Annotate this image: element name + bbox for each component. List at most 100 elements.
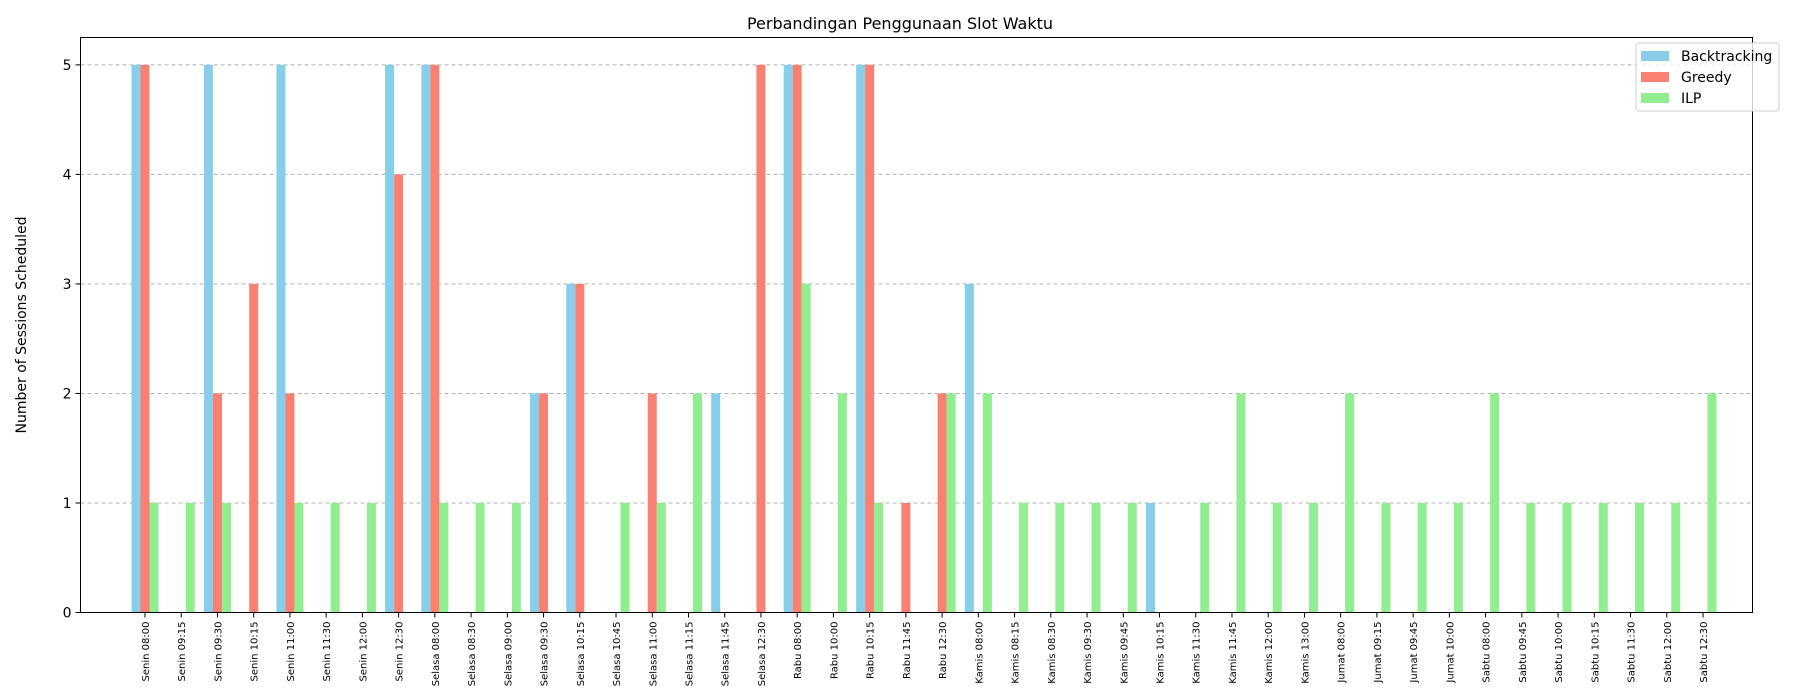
legend-label: ILP xyxy=(1681,91,1701,107)
x-tick-label: Senin 10:15 xyxy=(250,622,261,682)
bar-greedy xyxy=(285,393,295,613)
bar-greedy xyxy=(575,283,585,613)
y-axis-label: Number of Sessions Scheduled xyxy=(14,216,30,433)
bar-ilp xyxy=(1091,502,1101,613)
legend-swatch xyxy=(1641,51,1669,61)
bar-ilp xyxy=(874,502,884,613)
bar-ilp xyxy=(1707,393,1717,613)
x-tick-label: Kamis 08:30 xyxy=(1047,622,1058,684)
x-tick-label: Selasa 08:30 xyxy=(467,622,478,687)
x-tick-label: Senin 09:15 xyxy=(177,622,188,682)
bar-ilp xyxy=(1598,502,1608,613)
x-tick-label: Jumat 08:00 xyxy=(1337,622,1348,684)
bar-ilp xyxy=(1236,393,1246,613)
x-tick-label: Rabu 10:15 xyxy=(866,622,877,680)
bar-ilp xyxy=(1453,502,1463,613)
y-tick-label: 4 xyxy=(63,167,72,183)
y-tick-label: 2 xyxy=(63,386,72,402)
bar-greedy xyxy=(430,64,440,613)
legend-box xyxy=(1635,42,1780,112)
bar-ilp xyxy=(692,393,702,613)
x-tick-label: Selasa 11:00 xyxy=(648,622,659,687)
x-tick-label: Sabtu 08:00 xyxy=(1482,622,1493,683)
x-tick-label: Kamis 09:30 xyxy=(1083,622,1094,684)
y-tick-label: 0 xyxy=(63,606,72,622)
x-tick-label: Selasa 08:00 xyxy=(431,622,442,687)
bar-backtracking xyxy=(566,283,576,613)
x-tick-label: Selasa 09:30 xyxy=(540,622,551,687)
bar-greedy xyxy=(937,393,947,613)
x-tick-label: Selasa 11:15 xyxy=(684,622,695,687)
x-tick-label: Selasa 12:30 xyxy=(757,622,768,687)
legend-label: Greedy xyxy=(1681,70,1732,86)
y-tick-label: 3 xyxy=(63,277,72,293)
bar-ilp xyxy=(294,502,304,613)
bar-ilp xyxy=(1490,393,1500,613)
x-tick-label: Selasa 10:45 xyxy=(612,622,623,687)
bar-ilp xyxy=(1200,502,1210,613)
x-tick-label: Senin 08:00 xyxy=(141,622,152,682)
x-tick-label: Kamis 10:15 xyxy=(1156,622,1167,684)
bar-backtracking xyxy=(203,64,213,613)
bar-greedy xyxy=(756,64,766,613)
bar-greedy xyxy=(792,64,802,613)
x-tick-label: Jumat 09:45 xyxy=(1409,622,1420,684)
x-tick-label: Kamis 09:45 xyxy=(1119,622,1130,684)
x-tick-label: Senin 11:00 xyxy=(286,622,297,682)
x-tick-label: Rabu 08:00 xyxy=(793,622,804,680)
bar-backtracking xyxy=(131,64,141,613)
bar-ilp xyxy=(185,502,195,613)
x-tick-label: Selasa 09:00 xyxy=(503,622,514,687)
gridlines xyxy=(80,64,1753,504)
x-tick-label: Selasa 10:15 xyxy=(576,622,587,687)
y-tick-label: 5 xyxy=(63,58,72,74)
bar-greedy xyxy=(901,502,911,613)
bar-backtracking xyxy=(530,393,540,613)
bar-backtracking xyxy=(1146,502,1156,613)
bar-ilp xyxy=(656,502,666,613)
bar-ilp xyxy=(801,283,811,613)
legend-label: Backtracking xyxy=(1681,49,1772,65)
x-tick-label: Sabtu 10:00 xyxy=(1554,622,1565,683)
bar-greedy xyxy=(249,283,259,613)
x-tick-label: Senin 12:00 xyxy=(358,622,369,682)
x-tick-label: Sabtu 12:30 xyxy=(1699,622,1710,683)
bar-ilp xyxy=(837,393,847,613)
x-tick-label: Rabu 11:45 xyxy=(902,622,913,680)
bar-ilp xyxy=(1345,393,1355,613)
x-tick-label: Senin 09:30 xyxy=(213,622,224,682)
x-tick-label: Kamis 11:30 xyxy=(1192,622,1203,684)
x-tick-label: Kamis 12:00 xyxy=(1264,622,1275,684)
bar-greedy xyxy=(394,174,404,613)
plot-frame xyxy=(80,37,1753,613)
bar-backtracking xyxy=(783,64,793,613)
x-tick-label: Sabtu 09:45 xyxy=(1518,622,1529,683)
bar-backtracking xyxy=(711,393,721,613)
y-axis: 0 1 2 3 4 5 xyxy=(63,58,81,622)
bar-greedy xyxy=(140,64,150,613)
bar-ilp xyxy=(1272,502,1282,613)
bar-ilp xyxy=(1308,502,1318,613)
y-tick-label: 1 xyxy=(63,496,72,512)
bar-backtracking xyxy=(421,64,431,613)
bar-ilp xyxy=(946,393,956,613)
bar-ilp xyxy=(1127,502,1137,613)
x-tick-label: Jumat 09:15 xyxy=(1373,622,1384,684)
bar-greedy xyxy=(865,64,875,613)
bar-greedy xyxy=(212,393,222,613)
bar-ilp xyxy=(1671,502,1681,613)
bar-ilp xyxy=(1526,502,1536,613)
legend-swatch xyxy=(1641,93,1669,103)
x-tick-label: Kamis 13:00 xyxy=(1300,622,1311,684)
bar-ilp xyxy=(330,502,340,613)
bar-ilp xyxy=(1381,502,1391,613)
x-tick-label: Rabu 12:30 xyxy=(938,622,949,680)
bar-ilp xyxy=(475,502,485,613)
x-tick-label: Sabtu 10:15 xyxy=(1590,622,1601,683)
bar-ilp xyxy=(221,502,231,613)
bar-ilp xyxy=(1019,502,1029,613)
legend-swatch xyxy=(1641,72,1669,82)
x-tick-label: Rabu 10:00 xyxy=(829,622,840,680)
bar-ilp xyxy=(511,502,521,613)
